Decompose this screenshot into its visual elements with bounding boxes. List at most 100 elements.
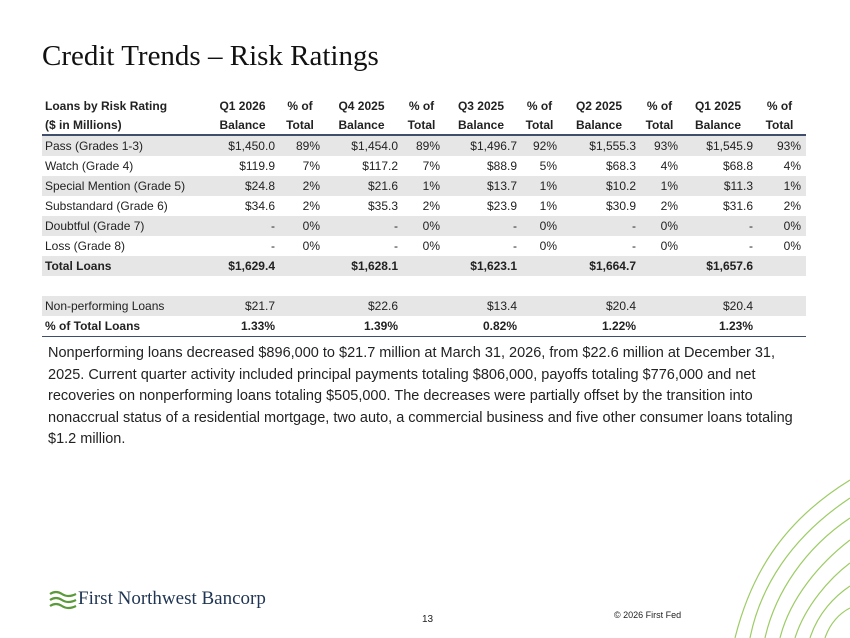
table-cell: Non-performing Loans [42, 296, 210, 316]
table-cell: % of Total Loans [42, 316, 210, 337]
table-header: Loans by Risk Rating Q1 2026 % of Q4 2025 % … [42, 96, 806, 136]
table-cell: Balance [683, 115, 758, 136]
table-cell: $21.6 [325, 176, 403, 196]
table-cell: % of [646, 98, 673, 113]
table-cell: 89% [280, 135, 325, 156]
table-row: Doubtful (Grade 7) -0% -0% -0% -0% -0% [42, 216, 806, 236]
spacer-row [42, 276, 806, 296]
table-cell: 93% [641, 135, 683, 156]
table-cell: $1,629.4 [210, 256, 280, 276]
table-cell: $1,545.9 [683, 135, 758, 156]
table-cell: Total Loans [42, 256, 210, 276]
table-cell: Total [522, 115, 562, 136]
table-cell [280, 296, 325, 316]
logo-text: First Northwest Bancorp [78, 588, 266, 609]
table-cell [758, 256, 806, 276]
table-cell: $24.8 [210, 176, 280, 196]
table-cell: Pass (Grades 1-3) [42, 135, 210, 156]
table-cell: $1,664.7 [562, 256, 641, 276]
table-cell: 0% [641, 216, 683, 236]
table-cell: $20.4 [562, 296, 641, 316]
table-cell: 2% [783, 199, 801, 213]
table-cell: 2% [280, 176, 325, 196]
table-cell: 7% [302, 159, 320, 173]
table-cell: 0% [783, 239, 801, 253]
table-cell: Balance [325, 115, 403, 136]
table-row: Non-performing Loans $21.7 $22.6 $13.4 $20.4… [42, 296, 806, 316]
table-cell [641, 296, 683, 316]
table-cell: Q1 2026 [219, 98, 266, 113]
table-cell: $11.3 [683, 176, 758, 196]
table-cell [641, 316, 683, 337]
table-cell [522, 296, 562, 316]
table-cell: Watch (Grade 4) [45, 159, 134, 173]
table-cell: - [210, 216, 280, 236]
table-cell: Special Mention (Grade 5) [42, 176, 210, 196]
table-cell: 0% [522, 216, 562, 236]
table-cell: 0% [403, 216, 445, 236]
commentary: Nonperforming loans decreased $896,000 t… [48, 345, 793, 447]
table-cell: $88.9 [486, 159, 517, 173]
table-row: Special Mention (Grade 5) $24.8 2% $21.6 1% $… [42, 176, 806, 196]
table-cell [522, 256, 562, 276]
table-cell: 0% [758, 216, 806, 236]
table-row: Substandard (Grade 6) $34.6 2% $35.3 2% $23.9… [42, 196, 806, 216]
table-cell: 1% [403, 176, 445, 196]
table-cell: $1,496.7 [445, 135, 522, 156]
table-cell: $68.3 [605, 159, 636, 173]
table-cell: $10.2 [562, 176, 641, 196]
table-cell: 2% [660, 199, 678, 213]
table-cell: 1% [522, 176, 562, 196]
table-cell: 4% [660, 159, 678, 173]
table-cell: Doubtful (Grade 7) [42, 216, 210, 236]
table-cell: Loss (Grade 8) [45, 239, 126, 253]
table-cell: $13.4 [445, 296, 522, 316]
table-cell: 92% [522, 135, 562, 156]
risk-table: Loans by Risk Rating Q1 2026 % of Q4 2025 % … [42, 96, 806, 337]
table-cell: - [683, 216, 758, 236]
table-row: Loss (Grade 8) - 0% - 0% - 0% - 0% - 0% [42, 236, 806, 256]
table-cell [403, 316, 445, 337]
table-cell [758, 316, 806, 337]
table-cell: 1.33% [210, 316, 280, 337]
table-body: Pass (Grades 1-3) $1,450.0 89% $1,454.0 89% $… [42, 135, 806, 337]
table-cell: $35.3 [367, 199, 398, 213]
table-cell: $22.6 [325, 296, 403, 316]
table-cell: 0% [302, 239, 320, 253]
table-cell: - [394, 239, 398, 253]
table-cell: 5% [539, 159, 557, 173]
page-number: 13 [422, 614, 434, 625]
table-cell: % of [766, 98, 793, 113]
table-cell: 93% [758, 135, 806, 156]
table-cell: - [749, 239, 753, 253]
table-cell: $1,454.0 [325, 135, 403, 156]
table-cell: $1,657.6 [683, 256, 758, 276]
table-cell: Q3 2025 [457, 98, 505, 113]
table-cell [280, 316, 325, 337]
table-cell [522, 316, 562, 337]
table-cell: Balance [562, 115, 641, 136]
copyright: © 2026 First Fed [614, 610, 682, 620]
table-cell: - [513, 239, 517, 253]
table-cell: % of [287, 98, 313, 113]
table-cell: Balance [210, 115, 280, 136]
table-cell: $23.9 [486, 199, 517, 213]
table-cell: 0.82% [445, 316, 522, 337]
table-cell: % of [408, 98, 435, 113]
table-cell: $34.6 [244, 199, 275, 213]
table-cell: 2% [422, 199, 440, 213]
table-cell: $13.7 [445, 176, 522, 196]
table-cell: $1,623.1 [445, 256, 522, 276]
table-cell: Loans by Risk Rating [45, 98, 168, 113]
table-row: % of Total Loans 1.33% 1.39% 0.82% 1.22% 1.23… [42, 316, 806, 337]
table-cell: $20.4 [683, 296, 758, 316]
table-cell [641, 256, 683, 276]
table-cell: Substandard (Grade 6) [45, 199, 168, 213]
table-cell: - [445, 216, 522, 236]
table-cell: - [632, 239, 636, 253]
table-cell: 0% [660, 239, 678, 253]
table-cell: $21.7 [210, 296, 280, 316]
table-row: Total Loans $1,629.4 $1,628.1 $1,623.1 $1,66… [42, 256, 806, 276]
table-cell: $1,450.0 [210, 135, 280, 156]
